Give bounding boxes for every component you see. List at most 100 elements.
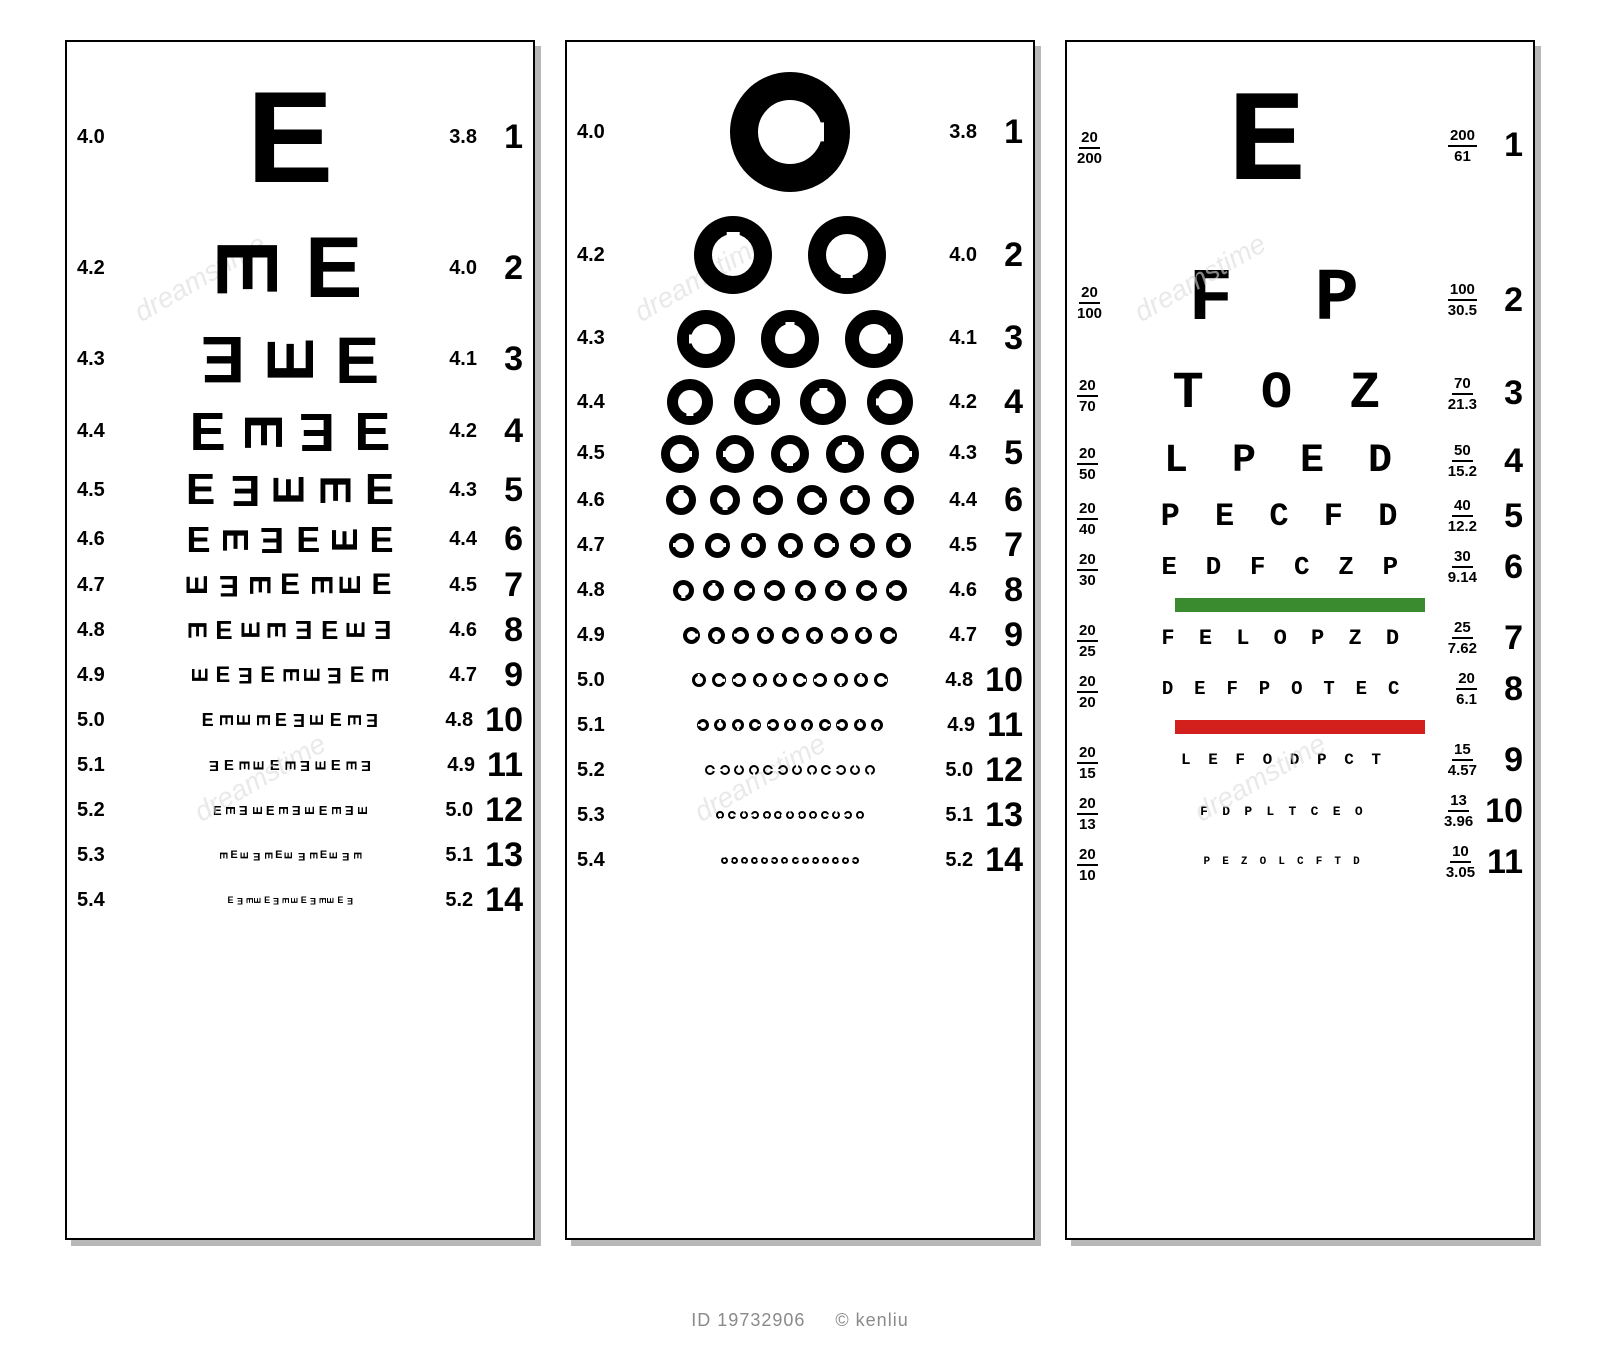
landolt-c-glyph — [740, 811, 748, 819]
row-letters: T O Z — [1139, 364, 1427, 423]
row-right-measure: 5.2 — [445, 889, 473, 912]
chart-row: 5.45.214 — [577, 841, 1023, 880]
tumbling-e-glyph: E — [280, 570, 300, 600]
row-line-number: 12 — [985, 751, 1023, 790]
landolt-c-glyph — [732, 673, 746, 687]
row-line-number: 11 — [987, 706, 1023, 745]
row-glyphs: EEEEEEEEEE — [137, 711, 443, 729]
tumbling-e-glyph: E — [290, 897, 299, 903]
row-line-number: 11 — [487, 746, 523, 785]
landolt-c-glyph — [834, 673, 848, 687]
fraction: 2015 — [1077, 745, 1098, 781]
row-right: 3.81 — [943, 113, 1023, 152]
landolt-c-glyph — [809, 811, 817, 819]
row-right: 5.214 — [943, 841, 1023, 880]
tumbling-e-glyph: E — [216, 664, 231, 686]
landolt-c-glyph — [692, 673, 706, 687]
landolt-c-glyph — [812, 857, 819, 864]
chart-row: 2040P E C F D4012.25 — [1077, 496, 1523, 537]
landolt-c-glyph — [773, 673, 787, 687]
landolt-c-glyph — [716, 435, 754, 473]
tumbling-e-glyph: E — [252, 760, 267, 770]
row-left-measure: 5.4 — [77, 889, 137, 912]
landolt-c-glyph — [710, 485, 740, 515]
landolt-c-glyph — [814, 533, 839, 558]
row-line-number: 13 — [485, 836, 523, 875]
tumbling-e-glyph: E — [224, 758, 234, 773]
landolt-c-glyph — [714, 719, 726, 731]
row-left-measure: 4.2 — [577, 244, 637, 267]
row-right-measure: 4.2 — [449, 420, 477, 443]
chart-row: 4.0E3.81 — [77, 72, 523, 202]
row-glyphs — [637, 627, 943, 644]
landolt-c-glyph — [667, 379, 713, 425]
row-right-measure: 3.8 — [449, 126, 477, 149]
chart-row: 4.64.46 — [577, 481, 1023, 520]
tumbling-e-glyph: E — [298, 850, 305, 861]
tumbling-e-glyph: E — [331, 758, 341, 773]
landolt-c-glyph — [867, 379, 913, 425]
chart-row: 4.84.68 — [577, 571, 1023, 610]
row-right-measure: 4.1 — [949, 327, 977, 350]
chart-row: 4.2EE4.02 — [77, 225, 523, 311]
tumbling-e-glyph: E — [268, 476, 312, 505]
landolt-c-glyph — [753, 673, 767, 687]
row-letters: D E F P O T E C — [1139, 678, 1427, 700]
chart-row: 4.94.79 — [577, 616, 1023, 655]
chart-row: 20100F P10030.52 — [1077, 258, 1523, 342]
tumbling-e-glyph: E — [224, 806, 237, 815]
fraction: 2070 — [1077, 378, 1098, 414]
landolt-c-glyph — [705, 765, 715, 775]
tumbling-e-glyph: E — [327, 664, 342, 686]
landolt-c-glyph — [808, 216, 886, 294]
row-line-number: 5 — [489, 471, 523, 510]
tumbling-e-glyph: E — [301, 896, 307, 905]
row-glyphs: EEEEEEEEE — [137, 664, 443, 686]
row-right: 5.113 — [443, 836, 523, 875]
tumbling-e-glyph: E — [310, 896, 316, 905]
tumbling-e-glyph: E — [320, 850, 327, 861]
snellen-letters: D E F P O T E C — [1162, 678, 1404, 700]
fraction: 154.57 — [1448, 742, 1477, 778]
row-line-number: 10 — [985, 661, 1023, 700]
landolt-c-glyph — [749, 719, 761, 731]
snellen-letters: P E C F D — [1161, 498, 1406, 535]
fraction: 2050 — [1077, 446, 1098, 482]
landolt-c-glyph — [720, 765, 730, 775]
row-glyphs: E — [137, 72, 443, 202]
row-line-number: 8 — [1489, 670, 1523, 709]
landolt-c-glyph — [683, 627, 700, 644]
row-right: 4.57 — [943, 526, 1023, 565]
landolt-c-glyph — [826, 435, 864, 473]
fraction: 4012.2 — [1448, 498, 1477, 534]
tumbling-e-glyph: E — [361, 758, 371, 773]
row-letters: F D P L T C E O — [1139, 804, 1427, 819]
fraction: 309.14 — [1448, 549, 1477, 585]
chart-row: 4.9EEEEEEEEE4.79 — [77, 656, 523, 695]
row-line-number: 1 — [1489, 126, 1523, 165]
snellen-letters: F E L O P Z D — [1161, 626, 1404, 651]
row-right: 103.0511 — [1427, 843, 1523, 882]
tumbling-e-glyph: E — [238, 664, 253, 686]
landolt-c-glyph — [771, 435, 809, 473]
tumbling-e-glyph: E — [270, 758, 280, 773]
landolt-c-glyph — [784, 719, 796, 731]
row-glyphs: EEEEE — [137, 468, 443, 512]
row-left-measure: 4.7 — [77, 574, 137, 597]
fraction: 103.05 — [1446, 844, 1475, 880]
chart-row: 20200E200611 — [1077, 72, 1523, 219]
row-line-number: 4 — [1489, 442, 1523, 481]
chart-row: 2013F D P L T C E O133.9610 — [1077, 791, 1523, 832]
tumbling-e-glyph: E — [253, 850, 260, 861]
row-right: 4.35 — [943, 434, 1023, 473]
row-left-measure: 4.8 — [577, 579, 637, 602]
landolt-c-glyph — [677, 310, 735, 368]
chart-row: 5.14.911 — [577, 706, 1023, 745]
landolt-c-glyph — [721, 857, 728, 864]
landolt-c-glyph — [880, 627, 897, 644]
chart-row: 4.3EEE4.13 — [77, 327, 523, 393]
chart-row: 2025F E L O P Z D257.627 — [1077, 618, 1523, 659]
row-glyphs: EEEEEEE — [137, 570, 443, 600]
row-line-number: 8 — [989, 571, 1023, 610]
row-right-measure: 3.8 — [949, 121, 977, 144]
